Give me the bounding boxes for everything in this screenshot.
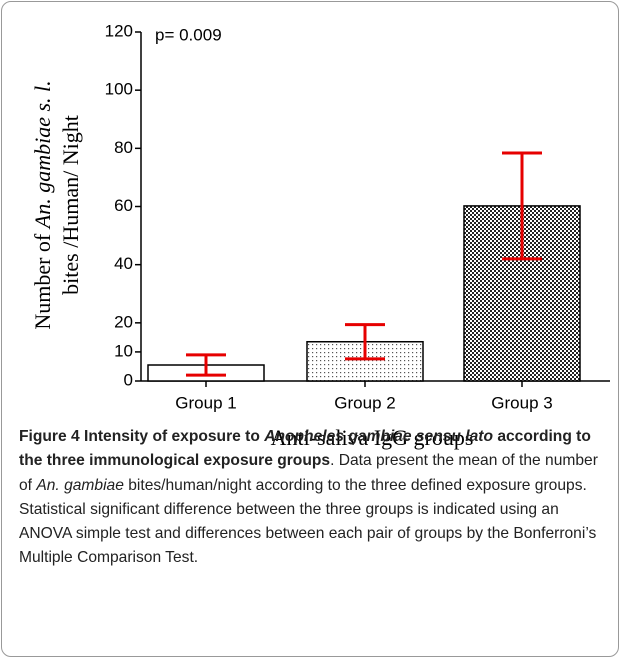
caption-part: Figure 4 Intensity of exposure to <box>19 428 265 445</box>
x-tick-label: Group 3 <box>491 393 552 412</box>
y-tick-label: 80 <box>114 138 133 157</box>
y-tick-label: 60 <box>114 196 133 215</box>
caption: Figure 4 Intensity of exposure to Anophe… <box>19 425 611 571</box>
figure-frame <box>1 1 619 657</box>
y-tick-label: 20 <box>114 312 133 331</box>
chart: p= 0.009 Number of An. gambiae s. l. bit… <box>30 21 610 450</box>
y-axis-title: Number of An. gambiae s. l. <box>30 80 55 329</box>
y-title-part: Number of <box>30 228 55 329</box>
caption-part: according to the three immunological exp… <box>19 428 591 470</box>
y-tick-label: 10 <box>114 341 133 360</box>
error-bar <box>345 323 385 361</box>
y-tick-label: 120 <box>105 21 133 40</box>
y-tick-label: 40 <box>114 254 133 273</box>
x-axis-title: Anti-saliva IgG groups <box>271 425 474 450</box>
y-tick-label: 100 <box>105 80 133 99</box>
caption-part: . Data present the mean of the number of <box>19 452 598 494</box>
caption-part: bites/human/night according to the three… <box>19 476 597 567</box>
x-tick-label: Group 1 <box>175 393 236 412</box>
y-axis-title: bites /Human/ Night <box>58 115 83 295</box>
y-tick-label: 0 <box>124 370 133 389</box>
annotation: p= 0.009 <box>155 25 222 44</box>
caption-part: An. gambiae <box>36 476 124 494</box>
error-bar <box>186 353 226 377</box>
error-bar <box>502 151 542 261</box>
caption-part: Anopheles gambiae sensu lato <box>264 428 493 445</box>
y-title-part: An. gambiae s. l. <box>30 80 55 230</box>
x-tick-label: Group 2 <box>334 393 395 412</box>
